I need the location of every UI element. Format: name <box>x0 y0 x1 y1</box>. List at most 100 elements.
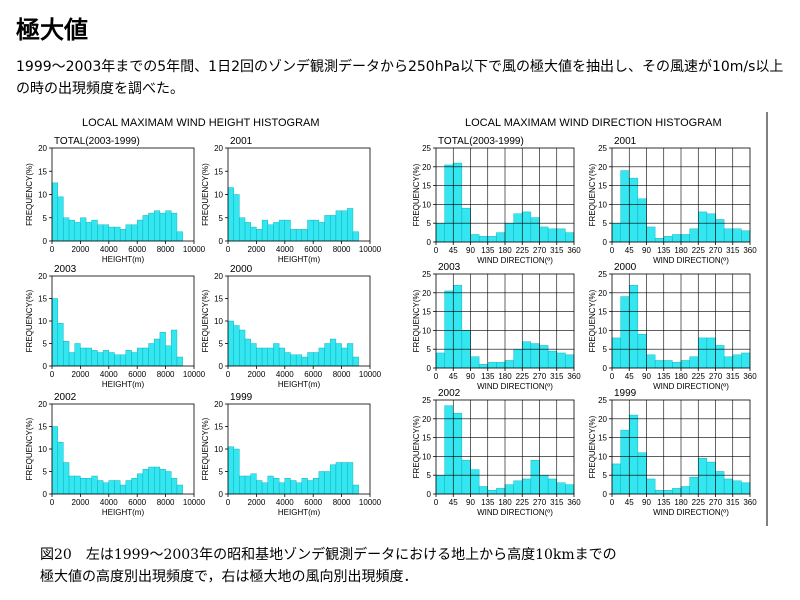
y-tick-label: 10 <box>598 452 607 461</box>
height-histogram-title: LOCAL MAXIMAM WIND HEIGHT HISTOGRAM <box>82 117 320 129</box>
x-tick-label: 315 <box>550 372 564 381</box>
y-tick-label: 0 <box>43 237 48 246</box>
histogram-bar <box>57 196 64 242</box>
histogram-bar <box>444 290 454 369</box>
histogram-bar <box>706 337 716 369</box>
histogram-bar <box>136 347 144 367</box>
x-tick-label: 8000 <box>157 498 175 507</box>
y-tick-label: 10 <box>38 445 47 454</box>
histogram-bar <box>68 352 75 367</box>
y-tick-label: 25 <box>598 144 607 153</box>
x-tick-label: 10000 <box>183 498 206 507</box>
histogram-bar <box>330 215 337 242</box>
x-tick-label: 0 <box>226 245 231 254</box>
histogram-bar <box>611 222 621 243</box>
x-tick-label: 8000 <box>157 370 175 379</box>
histogram-bar <box>318 471 325 495</box>
histogram-bar <box>159 212 166 242</box>
histogram-bar <box>227 187 234 242</box>
histogram-bar <box>290 480 297 495</box>
intro-text: 1999～2003年までの5年間、1日2回のゾンデ観測データから250hPa以下… <box>16 59 784 97</box>
x-tick-label: 225 <box>692 246 706 255</box>
histogram-bar <box>654 490 664 495</box>
x-tick-label: 6000 <box>304 498 322 507</box>
histogram-bar <box>250 343 257 367</box>
x-tick-label: 0 <box>610 372 615 381</box>
x-tick-label: 225 <box>692 372 706 381</box>
x-tick-label: 135 <box>481 372 495 381</box>
histogram-bar <box>663 360 673 369</box>
histogram-bar <box>341 210 348 242</box>
histogram-bar <box>435 222 445 243</box>
x-tick-label: 90 <box>466 498 475 507</box>
histogram-bar <box>267 224 274 242</box>
histogram-bar <box>723 228 733 243</box>
figure-caption: 図20 左は1999～2003年の昭和基地ゾンデ観測データにおける地上から高度1… <box>40 544 780 588</box>
x-axis-label: HEIGHT(m) <box>278 508 321 517</box>
histogram-bar <box>51 426 58 495</box>
histogram-bar <box>290 354 297 367</box>
x-tick-label: 6000 <box>304 370 322 379</box>
histogram-bar <box>244 222 251 242</box>
histogram-bar <box>347 462 354 495</box>
histogram-bar <box>478 486 488 495</box>
panel-title: TOTAL(2003-1999) <box>54 136 140 147</box>
histogram-bar <box>165 471 172 495</box>
x-axis-label: WIND DIRECTION(º) <box>477 382 553 391</box>
x-tick-label: 8000 <box>157 245 175 254</box>
x-tick-label: 315 <box>550 498 564 507</box>
histogram-bar <box>85 222 92 242</box>
histogram-bar <box>131 224 138 242</box>
histogram-bar <box>57 323 64 367</box>
y-tick-label: 5 <box>427 219 432 228</box>
y-axis-label: FREQUENCY(%) <box>25 163 34 226</box>
histogram-bar <box>698 211 708 243</box>
histogram-bar <box>496 232 506 243</box>
caption-line-2: 極大値の高度別出現頻度で，右は極大地の風向別出現頻度． <box>40 569 418 585</box>
y-tick-label: 10 <box>422 452 431 461</box>
histogram-bar <box>698 337 708 369</box>
histogram-bar <box>330 464 337 495</box>
x-tick-label: 90 <box>642 246 651 255</box>
histogram-bar <box>335 462 342 495</box>
x-axis-label: HEIGHT(m) <box>278 255 321 264</box>
histogram-bar <box>335 210 342 242</box>
y-axis-label: FREQUENCY(%) <box>588 163 597 226</box>
histogram-bar <box>689 476 699 495</box>
histogram-bar <box>85 347 92 367</box>
histogram-bar <box>278 219 285 242</box>
x-tick-label: 0 <box>434 498 439 507</box>
histogram-bar <box>227 320 234 367</box>
x-tick-label: 0 <box>50 245 55 254</box>
histogram-bar <box>148 212 155 242</box>
y-tick-label: 25 <box>422 270 431 279</box>
histogram-bar <box>689 356 699 369</box>
histogram-bar <box>496 362 506 369</box>
caption-line-1: 図20 左は1999～2003年の昭和基地ゾンデ観測データにおける地上から高度1… <box>40 547 617 563</box>
x-tick-label: 270 <box>533 246 547 255</box>
y-tick-label: 20 <box>422 415 431 424</box>
histogram-bar <box>307 219 314 242</box>
x-tick-label: 10000 <box>183 245 206 254</box>
histogram-bar <box>504 484 514 495</box>
x-tick-label: 45 <box>625 372 634 381</box>
y-tick-label: 5 <box>427 345 432 354</box>
histogram-bar <box>324 343 331 367</box>
histogram-bar <box>239 475 246 495</box>
histogram-bar <box>620 429 630 495</box>
histogram-bar <box>108 352 115 367</box>
y-tick-label: 10 <box>214 445 223 454</box>
histogram-bar <box>461 207 471 243</box>
histogram-bar <box>290 229 297 242</box>
x-tick-label: 225 <box>516 372 530 381</box>
y-tick-label: 10 <box>214 191 223 200</box>
y-tick-label: 0 <box>219 237 224 246</box>
y-axis-label: FREQUENCY(%) <box>588 415 597 478</box>
histogram-bar <box>522 211 532 243</box>
panel-title: 2001 <box>230 136 253 147</box>
x-tick-label: 2000 <box>248 498 266 507</box>
y-tick-label: 0 <box>219 362 224 371</box>
y-tick-label: 25 <box>422 396 431 405</box>
histogram-bar <box>324 215 331 242</box>
